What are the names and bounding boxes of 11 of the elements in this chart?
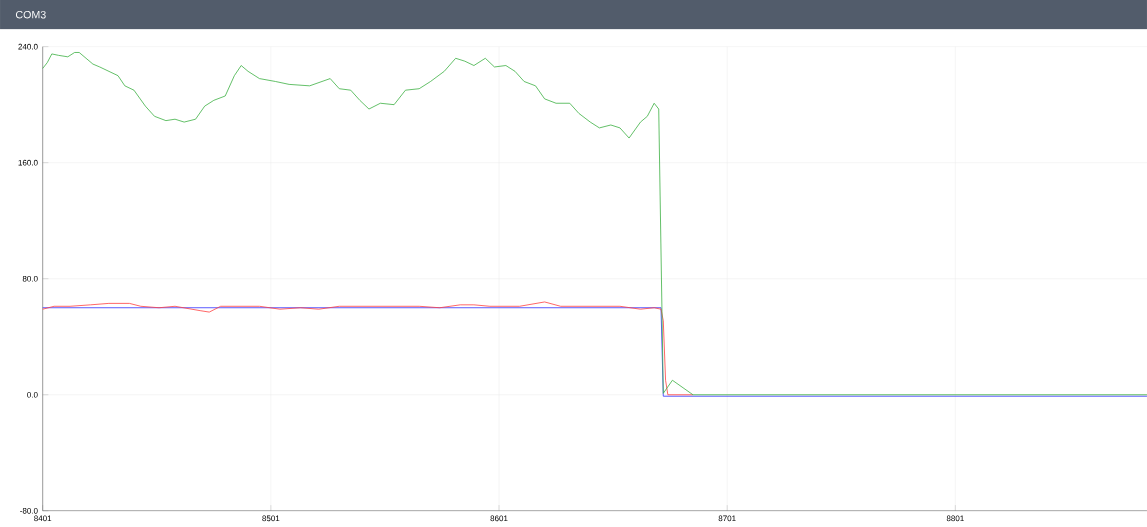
x-tick-label: 8401 (34, 515, 52, 522)
x-tick-label: 8701 (718, 515, 736, 522)
y-tick-label: 0.0 (27, 392, 38, 398)
x-tick-label: 8601 (490, 515, 508, 522)
chart-title: COM3 (15, 10, 46, 19)
y-tick-label: 80.0 (22, 276, 38, 282)
y-tick-label: 160.0 (18, 159, 38, 166)
y-tick-label: 240.0 (18, 43, 38, 50)
x-tick-label: 8801 (946, 515, 964, 522)
y-tick-label: -80.0 (20, 508, 38, 514)
x-tick-label: 8501 (262, 515, 280, 522)
